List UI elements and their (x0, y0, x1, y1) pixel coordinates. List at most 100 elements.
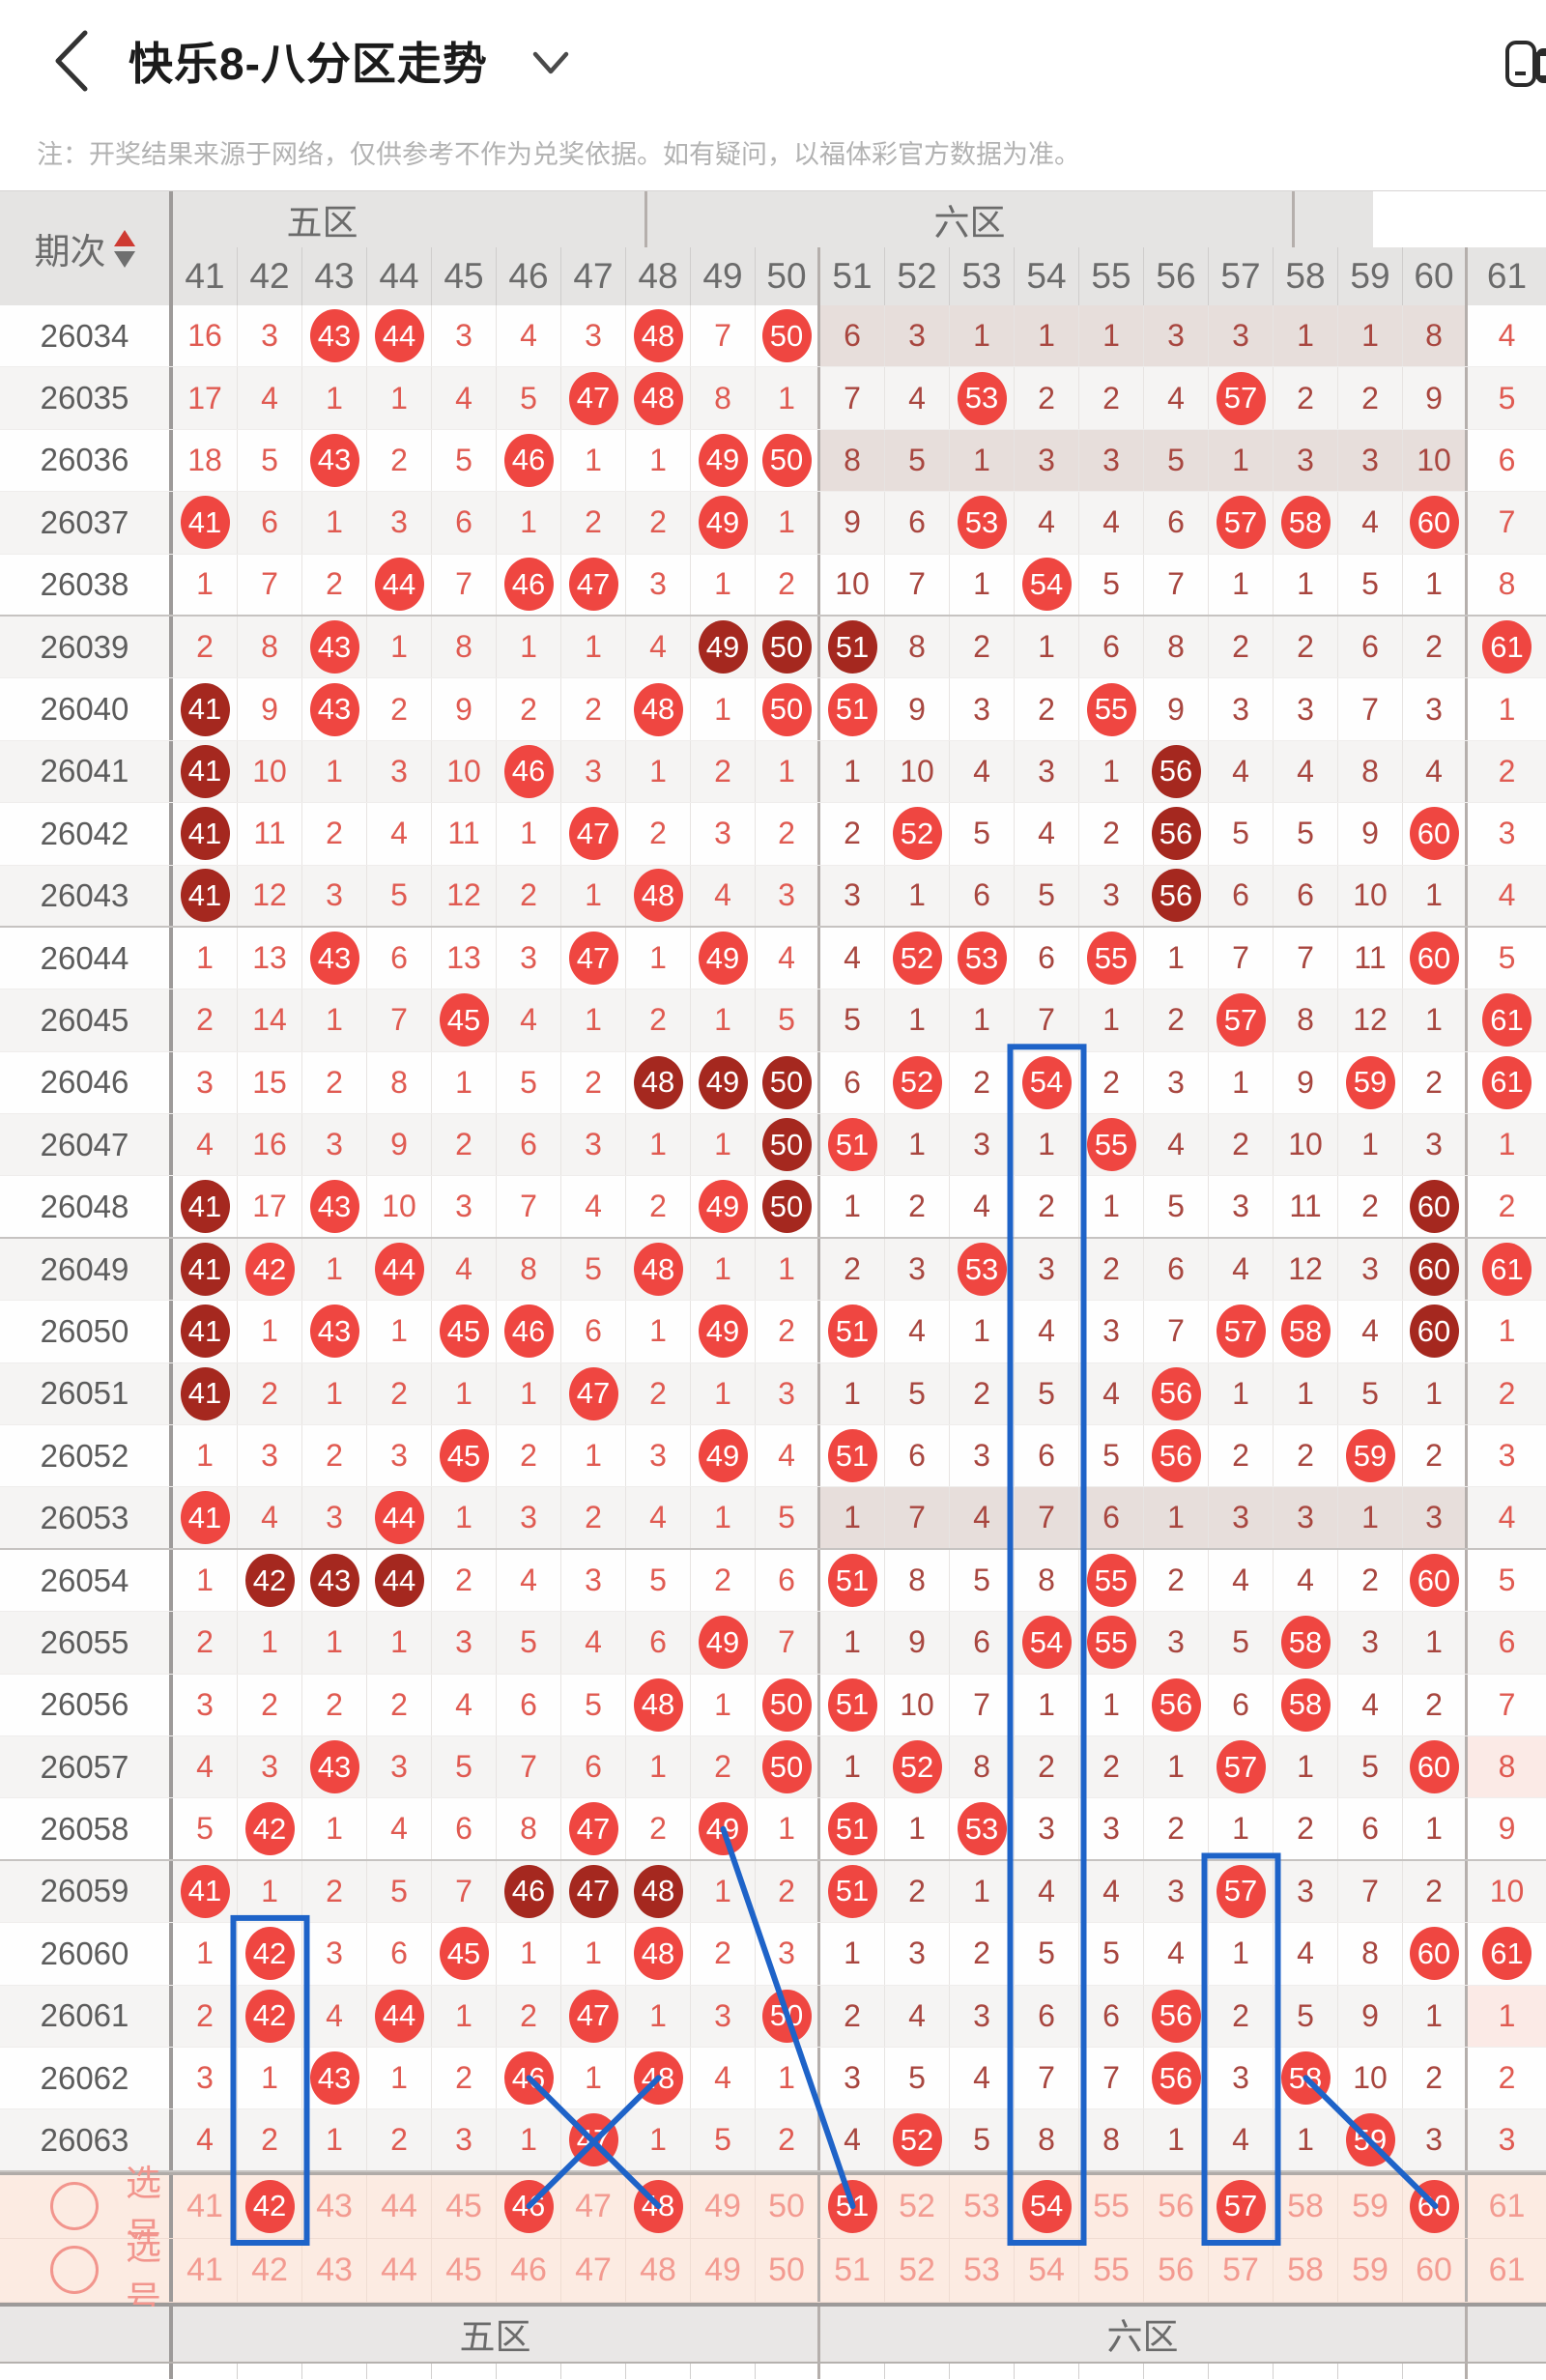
pick-number[interactable]: 42 (251, 2251, 288, 2288)
pick-number[interactable]: 47 (575, 2187, 612, 2224)
pick-number-cell[interactable]: 54 (1015, 2238, 1079, 2302)
pick-number-cell[interactable]: 51 (820, 2174, 885, 2238)
pick-number-cell[interactable]: 42 (238, 2174, 302, 2238)
pick-number-cell[interactable]: 52 (885, 2238, 950, 2302)
pick-number-cell[interactable]: 55 (1079, 2174, 1144, 2238)
pick-number[interactable]: 43 (316, 2187, 353, 2224)
pick-number[interactable]: 45 (445, 2251, 482, 2288)
pick-number-cell[interactable]: 49 (691, 2238, 756, 2302)
pick-number[interactable]: 54 (1028, 2251, 1065, 2288)
picked-number-ball[interactable]: 46 (503, 2179, 554, 2233)
number-ball: 41 (180, 869, 230, 923)
pick-number[interactable]: 45 (445, 2187, 482, 2224)
pick-number-cell[interactable]: 56 (1144, 2238, 1209, 2302)
picked-number-ball[interactable]: 57 (1216, 2179, 1266, 2233)
pick-number-cell[interactable]: 61 (1468, 2239, 1546, 2302)
pick-number[interactable]: 52 (899, 2251, 935, 2288)
pick-number-cell[interactable]: 46 (497, 2238, 561, 2302)
pick-number[interactable]: 53 (963, 2187, 1000, 2224)
pick-number[interactable]: 49 (704, 2187, 741, 2224)
pick-number[interactable]: 43 (316, 2251, 353, 2288)
picked-number-ball[interactable]: 42 (244, 2179, 295, 2233)
pick-number[interactable]: 44 (381, 2187, 417, 2224)
pick-number-cell[interactable]: 50 (756, 2174, 820, 2238)
pick-number-cell[interactable]: 46 (497, 2174, 561, 2238)
pick-number[interactable]: 50 (768, 2251, 805, 2288)
pick-number[interactable]: 41 (186, 2251, 223, 2288)
miss-count: 8 (1167, 629, 1185, 665)
pick-number-cell[interactable]: 58 (1274, 2174, 1338, 2238)
pick-number[interactable]: 50 (768, 2187, 805, 2224)
pick-number-cell[interactable]: 59 (1338, 2174, 1403, 2238)
pick-number[interactable]: 59 (1352, 2251, 1389, 2288)
pick-number-cell[interactable]: 57 (1209, 2174, 1274, 2238)
picked-number-ball[interactable]: 54 (1021, 2179, 1072, 2233)
pick-number-cell[interactable]: 50 (756, 2238, 820, 2302)
pick-number-cell[interactable]: 60 (1403, 2238, 1468, 2302)
pick-number[interactable]: 44 (381, 2251, 417, 2288)
pick-number-cell[interactable]: 59 (1338, 2238, 1403, 2302)
pick-number-cell[interactable]: 61 (1468, 2175, 1546, 2238)
trend-cell: 51 (820, 1860, 885, 1923)
pick-number-cell[interactable]: 41 (173, 2174, 238, 2238)
trend-cell: 1 (950, 989, 1015, 1051)
pick-row-radio[interactable] (50, 2182, 99, 2231)
trend-table: 期次 五区 六区 41 42 43 44 45 46 47 48 49 50 51 52 53 54 55 56 57… (0, 190, 1546, 2380)
sort-asc-icon[interactable] (113, 229, 135, 246)
pick-number-cell[interactable]: 45 (432, 2238, 497, 2302)
picked-number-ball[interactable]: 60 (1409, 2179, 1459, 2233)
pick-number-cell[interactable]: 55 (1079, 2238, 1144, 2302)
pick-number[interactable]: 56 (1158, 2251, 1194, 2288)
pick-number[interactable]: 41 (186, 2187, 223, 2224)
pick-number-cell[interactable]: 49 (691, 2174, 756, 2238)
pick-number-cell[interactable]: 53 (950, 2174, 1015, 2238)
pick-number[interactable]: 52 (899, 2187, 935, 2224)
pick-number-cell[interactable]: 58 (1274, 2238, 1338, 2302)
pick-number-cell[interactable]: 44 (367, 2238, 432, 2302)
pick-number-cell[interactable]: 51 (820, 2238, 885, 2302)
pick-number[interactable]: 57 (1222, 2251, 1259, 2288)
pick-number[interactable]: 53 (963, 2251, 1000, 2288)
period-cell: 26053 (0, 1487, 173, 1548)
pick-number[interactable]: 61 (1488, 2251, 1526, 2288)
pick-number[interactable]: 60 (1416, 2251, 1452, 2288)
pick-number-cell[interactable]: 57 (1209, 2238, 1274, 2302)
pick-number-cell[interactable]: 43 (302, 2174, 367, 2238)
pick-number[interactable]: 58 (1287, 2187, 1324, 2224)
pick-number-cell[interactable]: 43 (302, 2238, 367, 2302)
sort-desc-icon[interactable] (113, 250, 135, 268)
pick-number-cell[interactable]: 53 (950, 2238, 1015, 2302)
picked-number-ball[interactable]: 51 (827, 2179, 877, 2233)
pick-number[interactable]: 51 (834, 2251, 871, 2288)
pick-number[interactable]: 46 (510, 2251, 547, 2288)
trend-cell: 1 (173, 554, 238, 615)
pick-number[interactable]: 59 (1352, 2187, 1389, 2224)
back-icon[interactable] (50, 29, 93, 93)
pick-number-cell[interactable]: 48 (626, 2238, 691, 2302)
pick-number-cell[interactable]: 45 (432, 2174, 497, 2238)
pick-number-cell[interactable]: 52 (885, 2174, 950, 2238)
pick-number[interactable]: 48 (640, 2251, 676, 2288)
pick-number-cell[interactable]: 47 (561, 2238, 626, 2302)
pick-number[interactable]: 56 (1158, 2187, 1194, 2224)
pick-number[interactable]: 47 (575, 2251, 612, 2288)
pick-number-cell[interactable]: 44 (367, 2174, 432, 2238)
pick-number-cell[interactable]: 48 (626, 2174, 691, 2238)
sort-control[interactable] (113, 229, 135, 268)
picked-number-ball[interactable]: 48 (633, 2179, 683, 2233)
pick-number-cell[interactable]: 56 (1144, 2174, 1209, 2238)
pick-number[interactable]: 58 (1287, 2251, 1324, 2288)
pick-number-cell[interactable]: 54 (1015, 2174, 1079, 2238)
pick-number-cell[interactable]: 60 (1403, 2174, 1468, 2238)
pick-number-cell[interactable]: 42 (238, 2238, 302, 2302)
pick-number-cell[interactable]: 41 (173, 2238, 238, 2302)
share-to-device-icon[interactable] (1486, 27, 1546, 104)
pick-number[interactable]: 55 (1093, 2187, 1130, 2224)
pick-number[interactable]: 55 (1093, 2251, 1130, 2288)
pick-number-cell[interactable]: 47 (561, 2174, 626, 2238)
chevron-down-icon[interactable] (530, 48, 572, 77)
pick-row-radio[interactable] (50, 2246, 99, 2295)
pick-number[interactable]: 49 (704, 2251, 741, 2288)
pick-number[interactable]: 61 (1488, 2187, 1526, 2224)
trend-cell: 1 (302, 1798, 367, 1859)
